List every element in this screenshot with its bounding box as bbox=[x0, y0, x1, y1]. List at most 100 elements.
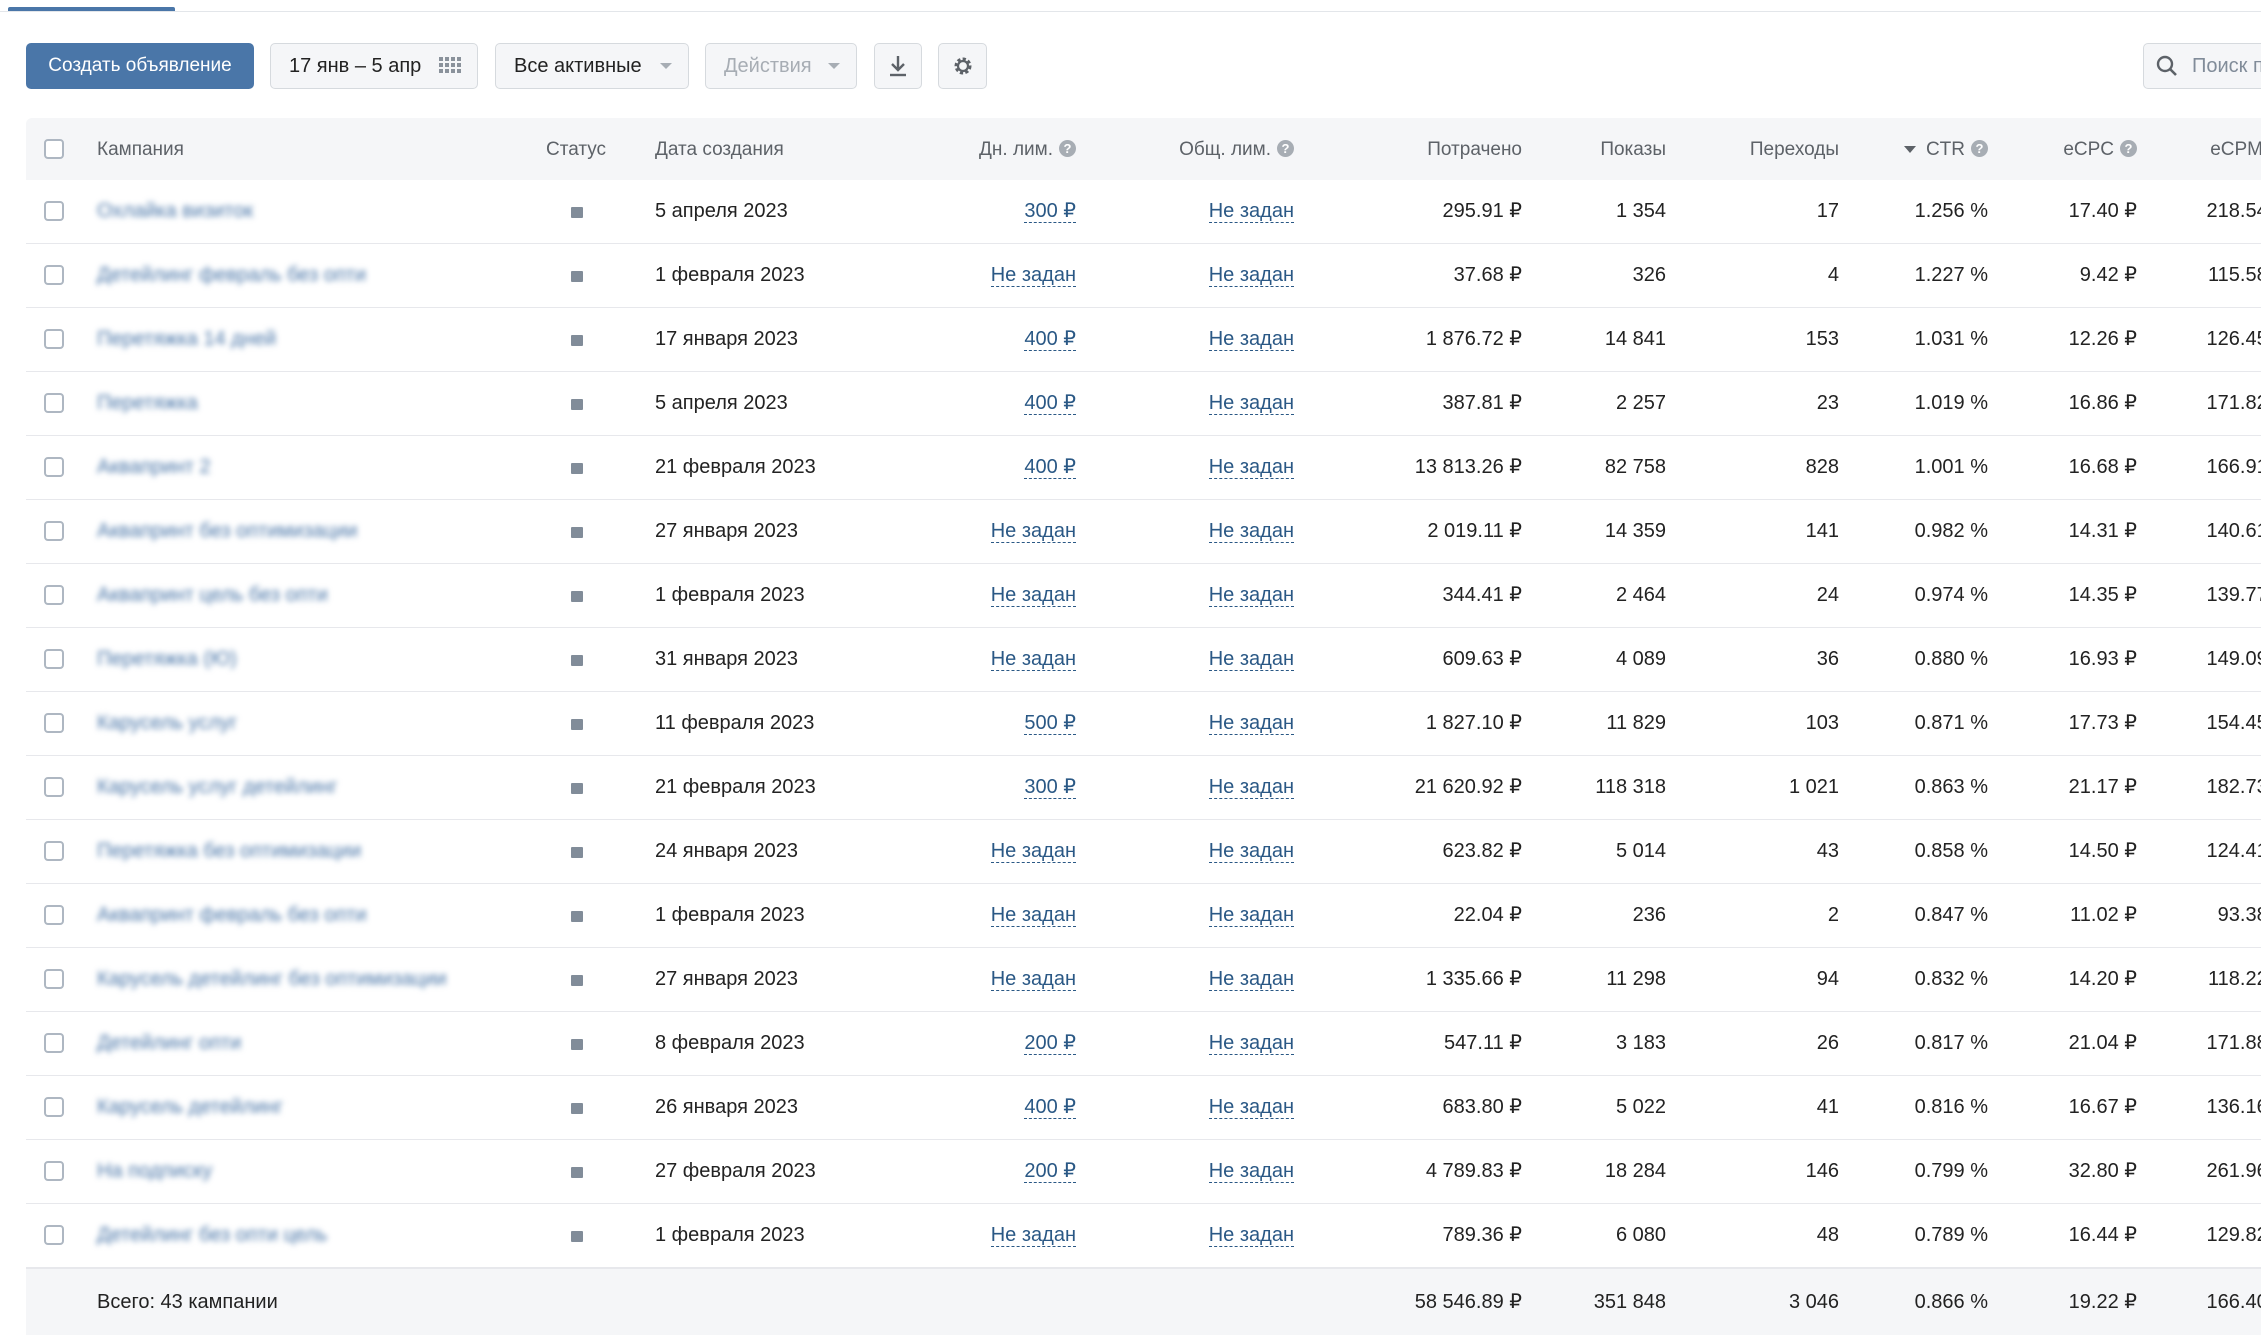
total-limit-link[interactable]: Не задан bbox=[1208, 1032, 1294, 1055]
row-checkbox[interactable] bbox=[44, 777, 64, 797]
campaign-name[interactable]: На подписку bbox=[97, 1160, 213, 1182]
total-limit-link[interactable]: Не задан bbox=[1208, 776, 1294, 799]
total-limit-link[interactable]: Не задан bbox=[1208, 328, 1294, 351]
total-limit-link[interactable]: Не задан bbox=[1208, 968, 1294, 991]
row-checkbox[interactable] bbox=[44, 649, 64, 669]
day-limit-link[interactable]: 400 ₽ bbox=[1024, 456, 1076, 479]
col-impressions[interactable]: Показы bbox=[1600, 139, 1666, 160]
table-row[interactable]: Карусель детейлинг 26 января 2023 400 ₽ … bbox=[26, 1076, 2261, 1140]
day-limit-link[interactable]: Не задан bbox=[990, 648, 1076, 671]
col-clicks[interactable]: Переходы bbox=[1749, 139, 1839, 160]
campaign-name[interactable]: Детейлинг февраль без опти bbox=[97, 264, 366, 286]
create-ad-button[interactable]: Создать объявление bbox=[26, 43, 254, 89]
col-status[interactable]: Статус bbox=[546, 139, 607, 160]
status-filter-dropdown[interactable]: Все активные bbox=[495, 43, 689, 89]
row-checkbox[interactable] bbox=[44, 1225, 64, 1245]
total-limit-link[interactable]: Не задан bbox=[1208, 264, 1294, 287]
table-row[interactable]: Карусель услуг 11 февраля 2023 500 ₽ Не … bbox=[26, 692, 2261, 756]
table-row[interactable]: Перетяжка 14 дней 17 января 2023 400 ₽ Н… bbox=[26, 308, 2261, 372]
table-row[interactable]: Перетяжка 5 апреля 2023 400 ₽ Не задан 3… bbox=[26, 372, 2261, 436]
total-limit-link[interactable]: Не задан bbox=[1208, 456, 1294, 479]
table-row[interactable]: Карусель детейлинг без оптимизации 27 ян… bbox=[26, 948, 2261, 1012]
campaign-name[interactable]: Охлайка визиток bbox=[97, 200, 254, 222]
total-limit-link[interactable]: Не задан bbox=[1208, 1160, 1294, 1183]
help-icon[interactable]: ? bbox=[1059, 140, 1076, 157]
table-row[interactable]: Карусель услуг детейлинг 21 февраля 2023… bbox=[26, 756, 2261, 820]
campaign-name[interactable]: Аквапринт цель без опти bbox=[97, 584, 328, 606]
row-checkbox[interactable] bbox=[44, 265, 64, 285]
col-spent[interactable]: Потрачено bbox=[1427, 139, 1522, 160]
campaign-name[interactable]: Карусель услуг bbox=[97, 712, 238, 734]
campaign-name[interactable]: Детейлинг опти bbox=[97, 1032, 242, 1054]
day-limit-link[interactable]: Не задан bbox=[990, 1224, 1076, 1247]
total-limit-link[interactable]: Не задан bbox=[1208, 1224, 1294, 1247]
settings-button[interactable] bbox=[938, 43, 987, 89]
col-ecpc[interactable]: eCPC? bbox=[2063, 139, 2137, 161]
date-range-picker[interactable]: 17 янв – 5 апр bbox=[270, 43, 478, 89]
table-row[interactable]: Детейлинг опти 8 февраля 2023 200 ₽ Не з… bbox=[26, 1012, 2261, 1076]
download-button[interactable] bbox=[874, 43, 922, 89]
day-limit-link[interactable]: 500 ₽ bbox=[1024, 712, 1076, 735]
day-limit-link[interactable]: 400 ₽ bbox=[1024, 1096, 1076, 1119]
table-row[interactable]: На подписку 27 февраля 2023 200 ₽ Не зад… bbox=[26, 1140, 2261, 1204]
table-row[interactable]: Аквапринт цель без опти 1 февраля 2023 Н… bbox=[26, 564, 2261, 628]
total-limit-link[interactable]: Не задан bbox=[1208, 648, 1294, 671]
day-limit-link[interactable]: Не задан bbox=[990, 264, 1076, 287]
total-limit-link[interactable]: Не задан bbox=[1208, 200, 1294, 223]
row-checkbox[interactable] bbox=[44, 1097, 64, 1117]
row-checkbox[interactable] bbox=[44, 521, 64, 541]
col-total-limit[interactable]: Общ. лим.? bbox=[1179, 139, 1294, 161]
table-row[interactable]: Перетяжка без оптимизации 24 января 2023… bbox=[26, 820, 2261, 884]
row-checkbox[interactable] bbox=[44, 457, 64, 477]
day-limit-link[interactable]: Не задан bbox=[990, 584, 1076, 607]
search-input[interactable]: Поиск п bbox=[2143, 43, 2261, 89]
row-checkbox[interactable] bbox=[44, 393, 64, 413]
campaign-name[interactable]: Аквапринт февраль без опти bbox=[97, 904, 367, 926]
total-limit-link[interactable]: Не задан bbox=[1208, 520, 1294, 543]
campaign-name[interactable]: Аквапринт без оптимизации bbox=[97, 520, 358, 542]
select-all-checkbox[interactable] bbox=[44, 139, 64, 159]
campaign-name[interactable]: Перетяжка без оптимизации bbox=[97, 840, 362, 862]
campaign-name[interactable]: Аквапринт 2 bbox=[97, 456, 211, 478]
campaign-name[interactable]: Перетяжка 14 дней bbox=[97, 328, 277, 350]
help-icon[interactable]: ? bbox=[1971, 140, 1988, 157]
col-created[interactable]: Дата создания bbox=[655, 139, 784, 160]
col-ecpm[interactable]: eCPM? bbox=[2210, 139, 2261, 161]
day-limit-link[interactable]: 400 ₽ bbox=[1024, 328, 1076, 351]
campaign-name[interactable]: Карусель детейлинг без оптимизации bbox=[97, 968, 447, 990]
total-limit-link[interactable]: Не задан bbox=[1208, 840, 1294, 863]
actions-dropdown[interactable]: Действия bbox=[705, 43, 857, 89]
campaign-name[interactable]: Перетяжка (Ю) bbox=[97, 648, 237, 670]
row-checkbox[interactable] bbox=[44, 713, 64, 733]
row-checkbox[interactable] bbox=[44, 585, 64, 605]
table-row[interactable]: Охлайка визиток 5 апреля 2023 300 ₽ Не з… bbox=[26, 180, 2261, 244]
help-icon[interactable]: ? bbox=[2120, 140, 2137, 157]
total-limit-link[interactable]: Не задан bbox=[1208, 1096, 1294, 1119]
row-checkbox[interactable] bbox=[44, 1033, 64, 1053]
table-row[interactable]: Перетяжка (Ю) 31 января 2023 Не задан Не… bbox=[26, 628, 2261, 692]
row-checkbox[interactable] bbox=[44, 905, 64, 925]
table-row[interactable]: Аквапринт без оптимизации 27 января 2023… bbox=[26, 500, 2261, 564]
row-checkbox[interactable] bbox=[44, 1161, 64, 1181]
row-checkbox[interactable] bbox=[44, 969, 64, 989]
row-checkbox[interactable] bbox=[44, 841, 64, 861]
campaign-name[interactable]: Перетяжка bbox=[97, 392, 198, 414]
campaign-name[interactable]: Карусель детейлинг bbox=[97, 1096, 284, 1118]
campaign-name[interactable]: Карусель услуг детейлинг bbox=[97, 776, 338, 798]
table-row[interactable]: Детейлинг февраль без опти 1 февраля 202… bbox=[26, 244, 2261, 308]
day-limit-link[interactable]: Не задан bbox=[990, 904, 1076, 927]
table-row[interactable]: Аквапринт февраль без опти 1 февраля 202… bbox=[26, 884, 2261, 948]
day-limit-link[interactable]: 300 ₽ bbox=[1024, 200, 1076, 223]
table-row[interactable]: Детейлинг без опти цель 1 февраля 2023 Н… bbox=[26, 1204, 2261, 1268]
day-limit-link[interactable]: 300 ₽ bbox=[1024, 776, 1076, 799]
col-day-limit[interactable]: Дн. лим.? bbox=[979, 139, 1076, 161]
total-limit-link[interactable]: Не задан bbox=[1208, 584, 1294, 607]
day-limit-link[interactable]: Не задан bbox=[990, 840, 1076, 863]
day-limit-link[interactable]: 200 ₽ bbox=[1024, 1032, 1076, 1055]
total-limit-link[interactable]: Не задан bbox=[1208, 712, 1294, 735]
total-limit-link[interactable]: Не задан bbox=[1208, 392, 1294, 415]
table-row[interactable]: Аквапринт 2 21 февраля 2023 400 ₽ Не зад… bbox=[26, 436, 2261, 500]
day-limit-link[interactable]: Не задан bbox=[990, 968, 1076, 991]
row-checkbox[interactable] bbox=[44, 329, 64, 349]
campaign-name[interactable]: Детейлинг без опти цель bbox=[97, 1224, 328, 1246]
